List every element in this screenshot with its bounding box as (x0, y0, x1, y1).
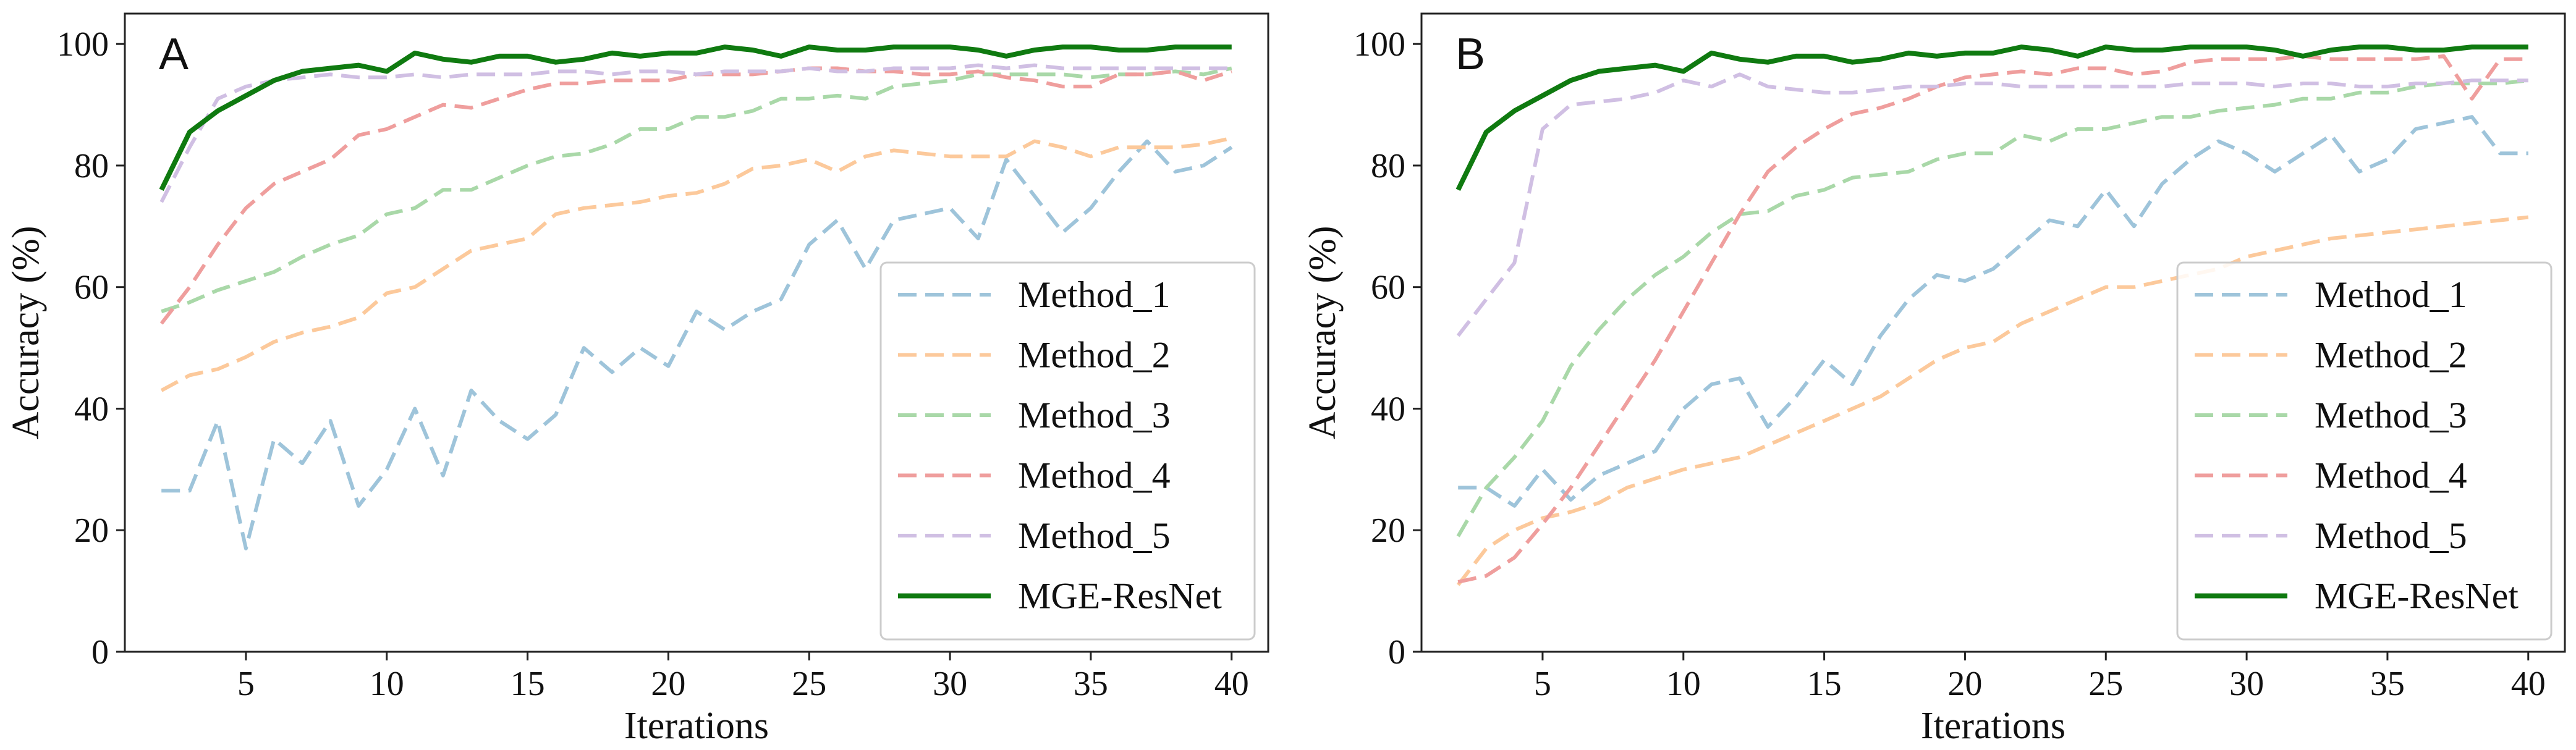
legend-box (879, 261, 1256, 641)
legend-box (2176, 261, 2553, 641)
y-tick-label: 0 (91, 633, 109, 672)
x-tick-label: 25 (2088, 665, 2123, 703)
series-line-method-5 (1456, 72, 2528, 337)
series-line-mge-resnet (1455, 44, 2528, 192)
panel-label: B (1455, 30, 1485, 79)
x-tick-label: 30 (2229, 665, 2264, 703)
x-tick-label: 40 (2511, 665, 2546, 703)
x-tick-label: 15 (1807, 665, 1842, 703)
series-line-method-4 (1457, 54, 2528, 584)
plot-frame (124, 12, 1269, 653)
legend-label: Method_3 (1018, 395, 1171, 436)
x-axis-label: Iterations (1921, 705, 2065, 747)
legend: Method_1 Method_2 Method_3 Method_4 Method_5… (879, 261, 1256, 641)
legend-label: Method_5 (2315, 515, 2467, 556)
x-tick-label: 10 (1666, 665, 1701, 703)
chart-panel-b: 5 10 15 20 25 30 35 40 0 20 40 60 80 100 Iterations Acc… (1302, 12, 2566, 747)
x-tick-label: 20 (651, 665, 685, 703)
legend-label: Method_1 (2315, 274, 2467, 315)
legend-label: Method_3 (2315, 395, 2467, 436)
x-tick-label: 10 (370, 665, 404, 703)
x-tick-label: 35 (2370, 665, 2405, 703)
x-tick-label: 5 (1534, 665, 1551, 703)
x-tick-label: 40 (1214, 665, 1249, 703)
x-tick-label: 5 (237, 665, 255, 703)
x-tick-label: 20 (1947, 665, 1982, 703)
plot-frame (1420, 12, 2566, 653)
y-tick-label: 100 (1354, 25, 1405, 64)
legend-label: Method_4 (1018, 455, 1171, 496)
panel-label: A (159, 30, 189, 79)
legend-label: Method_2 (2315, 335, 2467, 376)
legend-label: Method_2 (1018, 335, 1171, 376)
legend-label: MGE-ResNet (1018, 576, 1222, 617)
y-axis-label: Accuracy (%) (1302, 226, 1344, 440)
legend-label: Method_5 (1018, 515, 1171, 556)
x-axis-label: Iterations (624, 705, 769, 747)
x-tick-label: 15 (511, 665, 545, 703)
y-tick-label: 40 (74, 390, 109, 428)
y-tick-label: 20 (74, 512, 109, 550)
x-tick-label: 35 (1074, 665, 1108, 703)
y-tick-label: 80 (74, 147, 109, 185)
series-line-mge-resnet (159, 44, 1232, 192)
y-tick-label: 60 (74, 269, 109, 307)
chart-panel-a: 5 10 15 20 25 30 35 40 0 20 40 60 80 100 Iterations Acc… (5, 12, 1269, 747)
series-line-method-2 (160, 136, 1232, 392)
y-tick-label: 60 (1371, 269, 1405, 307)
series-line-method-3 (1456, 78, 2529, 537)
legend: Method_1 Method_2 Method_3 Method_4 Method_5… (2176, 261, 2553, 641)
legend-label: Method_1 (1018, 274, 1171, 315)
y-axis-label: Accuracy (%) (5, 226, 47, 440)
y-tick-label: 0 (1388, 633, 1405, 672)
y-tick-label: 80 (1371, 147, 1405, 185)
series-line-method-1 (1458, 115, 2528, 508)
series-line-method-3 (161, 66, 1232, 313)
legend-label: Method_4 (2315, 455, 2467, 496)
series-line-method-1 (161, 139, 1233, 550)
x-tick-label: 30 (933, 665, 967, 703)
y-tick-label: 100 (57, 25, 109, 64)
y-tick-label: 20 (1371, 512, 1405, 550)
legend-label: MGE-ResNet (2315, 576, 2519, 617)
y-tick-label: 40 (1371, 390, 1405, 428)
series-line-method-5 (159, 63, 1232, 203)
x-tick-label: 25 (792, 665, 826, 703)
